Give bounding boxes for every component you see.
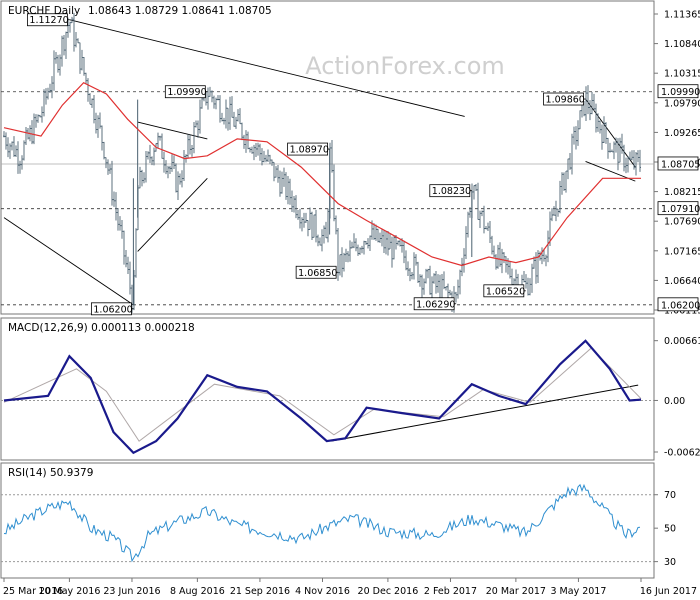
x-axis-label: 20 Dec 2016 <box>358 586 419 597</box>
price-tag-box <box>657 297 699 312</box>
x-axis-label: 16 Jun 2017 <box>640 586 697 597</box>
rsi-panel-frame <box>0 462 655 579</box>
price-axis-label: 1.07690 <box>664 217 700 228</box>
rsi-panel: RSI(14) 50.9379 <box>0 462 655 579</box>
price-axis-label: 1.10840 <box>664 39 700 50</box>
macd-axis-label: -0.00626 <box>664 448 700 459</box>
macd-axis: 0.006618 0.00 -0.00626 <box>654 336 700 459</box>
price-tag-label: 1.07910 <box>661 204 700 215</box>
price-axis-label: 1.11365 <box>664 10 700 21</box>
rsi-axis-label: 30 <box>664 557 676 568</box>
x-axis-label: 3 May 2017 <box>550 586 606 597</box>
price-axis-label: 1.09265 <box>664 128 700 139</box>
x-axis-label: 25 Mar 2016 <box>3 586 63 597</box>
ohlc-readout: 1.08643 1.08729 1.08641 1.08705 <box>88 5 272 17</box>
x-axis-label: 21 Sep 2016 <box>230 586 290 597</box>
macd-line <box>3 339 642 455</box>
price-trendline <box>69 19 465 117</box>
price-trendline <box>3 217 134 306</box>
rsi-line <box>3 483 641 563</box>
macd-axis-label: 0.00 <box>664 396 685 407</box>
price-axis-label: 1.10315 <box>664 69 700 80</box>
price-panel: EURCHF Daily 1.08643 1.08729 1.08641 1.0… <box>0 0 655 315</box>
macd-panel: MACD(12,26,9) 0.000113 0.000218 <box>0 317 655 461</box>
x-axis-label: 23 Jun 2016 <box>103 586 160 597</box>
rsi-axis: 70 50 30 <box>654 490 676 568</box>
price-tag-label: 1.06200 <box>661 300 700 311</box>
x-axis-label: 10 May 2016 <box>38 586 100 597</box>
price-axis-label: 1.07165 <box>664 246 700 257</box>
moving-average-line <box>3 81 641 267</box>
price-tag-label: 1.08705 <box>661 159 700 170</box>
macd-panel-title: MACD(12,26,9) 0.000113 0.000218 <box>8 322 195 334</box>
price-annotation-label: 1.06520 <box>486 286 525 297</box>
price-tag-box <box>657 84 699 99</box>
price-trendline <box>137 121 208 140</box>
macd-axis-label: 0.006618 <box>664 336 700 347</box>
price-annotation-label: 1.11270 <box>29 15 68 26</box>
price-annotation-label: 1.06290 <box>416 299 455 310</box>
price-tag-label: 1.09990 <box>661 87 700 98</box>
price-axis-label: 1.06640 <box>664 276 700 287</box>
rsi-panel-title: RSI(14) 50.9379 <box>8 467 93 479</box>
price-annotation-label: 1.08230 <box>432 186 471 197</box>
price-annotations: 1.11270 1.06200 1.09990 1.08970 1.06850 1.082… <box>27 13 586 315</box>
price-trendline <box>137 177 208 252</box>
x-axis-label: 8 Aug 2016 <box>170 586 225 597</box>
price-annotation-label: 1.09990 <box>167 87 206 98</box>
price-annotation-label: 1.06850 <box>298 268 337 279</box>
price-axis-label: 1.09790 <box>664 98 700 109</box>
price-axis-label: 1.08215 <box>664 187 700 198</box>
price-annotation-label: 1.08970 <box>290 145 329 156</box>
rsi-levels <box>1 494 654 563</box>
price-axis: 1.11365 1.10840 1.10315 1.09790 1.09265 1.087… <box>654 10 700 317</box>
price-annotation-label: 1.06200 <box>93 304 132 315</box>
price-tag-box <box>657 156 699 171</box>
x-axis-label: 4 Nov 2016 <box>295 586 350 597</box>
macd-trendline <box>330 384 639 442</box>
x-axis-label: 20 Mar 2017 <box>486 586 546 597</box>
candles <box>3 12 641 313</box>
price-annotation-label: 1.09860 <box>546 95 585 106</box>
x-axis-label: 2 Feb 2017 <box>424 586 477 597</box>
price-panel-frame <box>0 0 655 315</box>
price-trendlines <box>3 19 636 306</box>
rsi-axis-label: 50 <box>664 524 676 535</box>
macd-panel-frame <box>0 317 655 461</box>
price-tag-box <box>657 201 699 216</box>
watermark: ActionForex.com <box>305 52 505 80</box>
rsi-axis-label: 70 <box>664 490 676 501</box>
signal-line <box>3 347 642 442</box>
